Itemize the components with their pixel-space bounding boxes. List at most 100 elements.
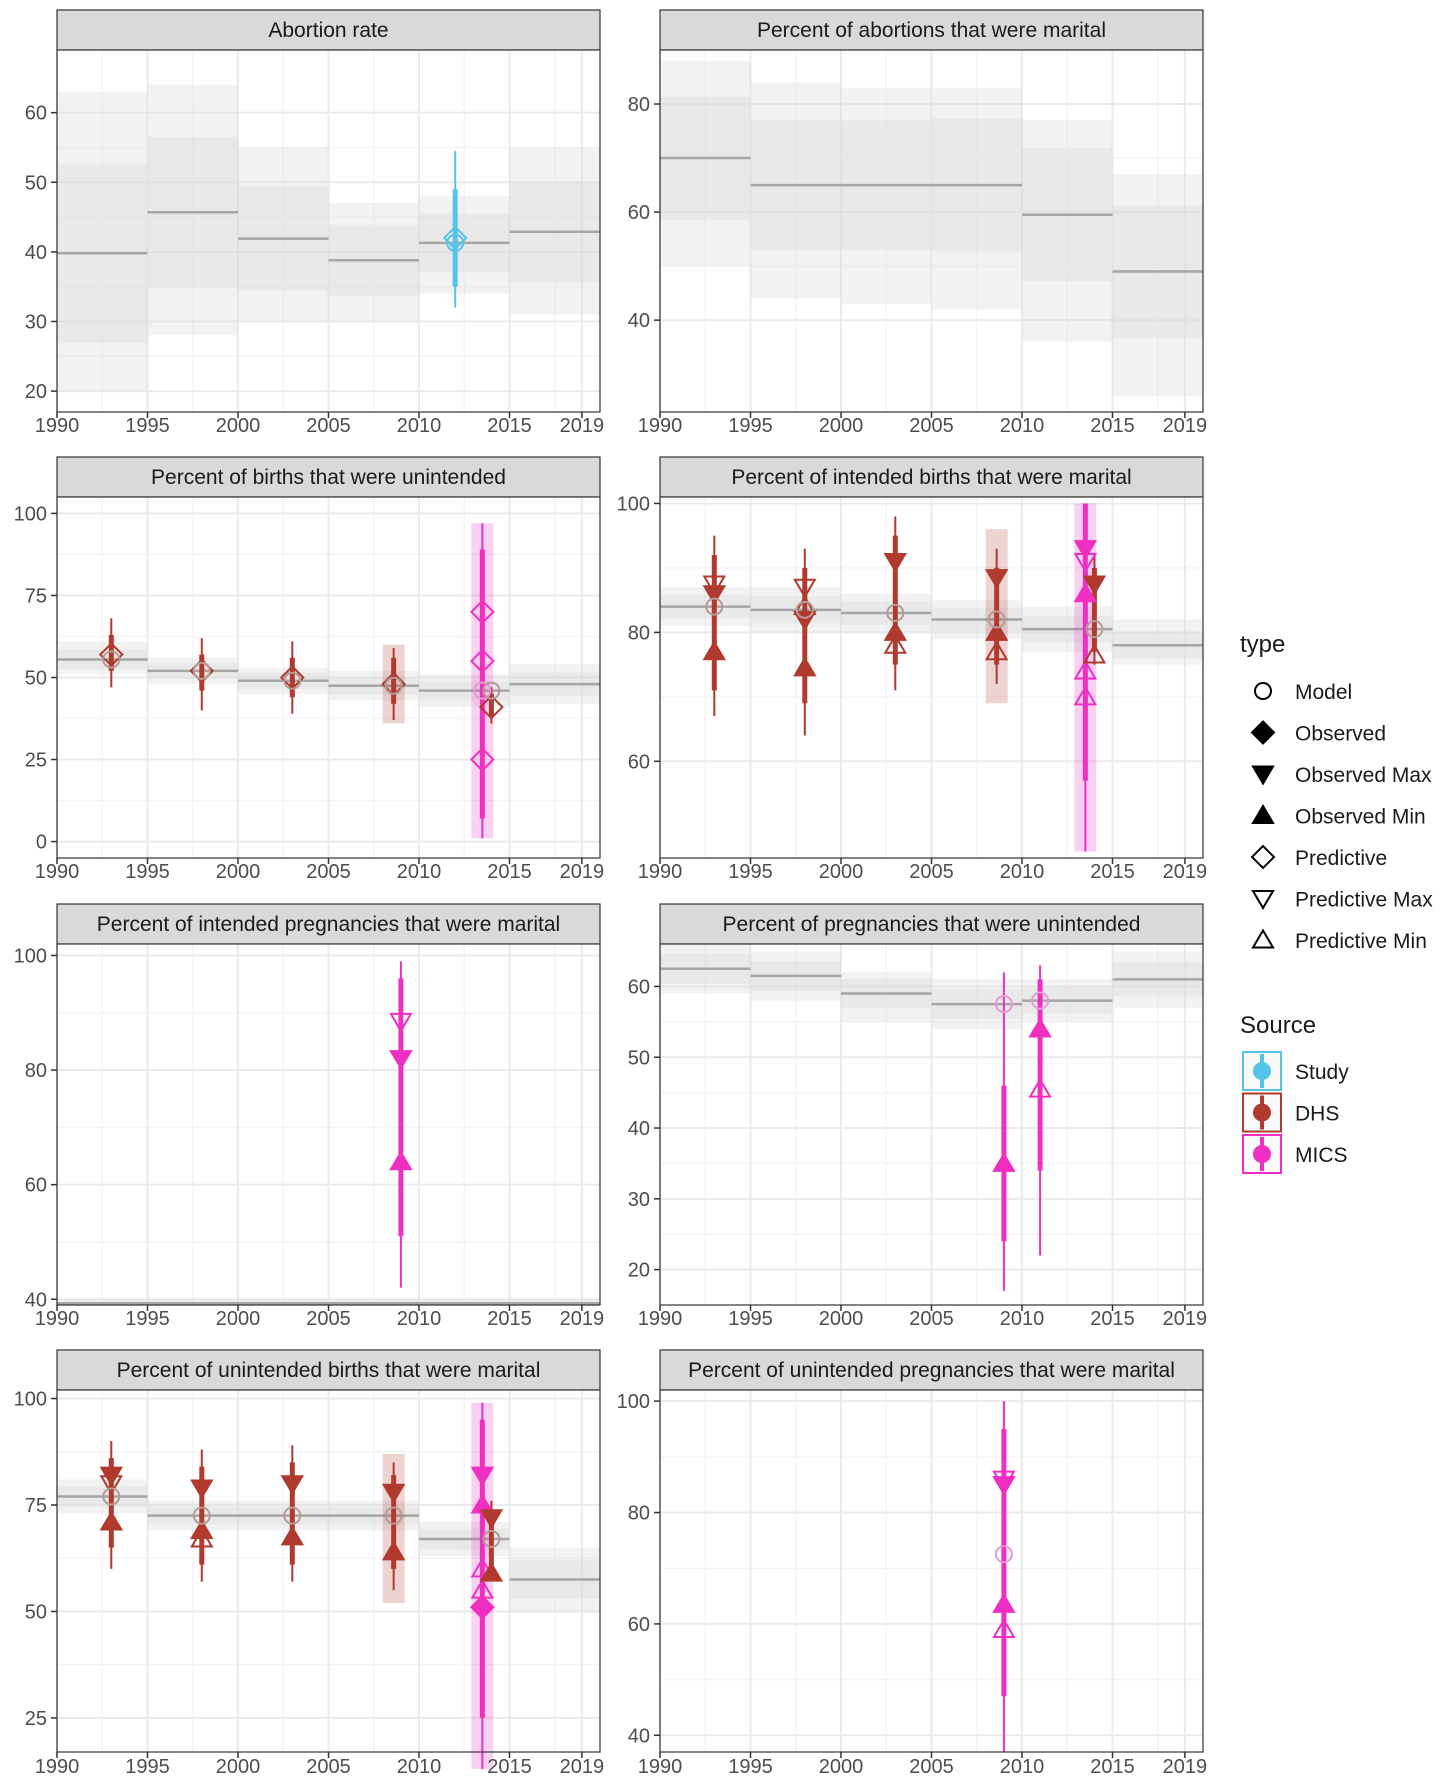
y-tick-label: 25 (25, 1708, 47, 1730)
x-tick-label: 2000 (216, 415, 261, 437)
y-tick-label: 100 (14, 503, 47, 525)
legend-key-triangle-up-filled-icon (1251, 804, 1275, 824)
x-tick-label: 2000 (819, 1308, 864, 1330)
legend-key-circle-open-icon (1254, 682, 1272, 700)
data-point (883, 552, 908, 573)
panel-strip (56, 903, 601, 945)
data-point (1031, 991, 1050, 1010)
legend-type-label: Model (1295, 681, 1352, 704)
data-point (389, 1012, 413, 1033)
legend-type-label: Predictive Max (1295, 889, 1433, 912)
x-tick-label: 1990 (35, 1756, 80, 1778)
x-tick-label: 2019 (1163, 861, 1208, 883)
model-band (147, 84, 238, 336)
data-point (1082, 643, 1107, 664)
panel-strip (56, 456, 601, 498)
data-point (992, 1151, 1016, 1172)
y-tick-label: 100 (14, 1389, 47, 1411)
x-tick-label: 2000 (819, 415, 864, 437)
panel-title: Percent of intended births that were mar… (731, 466, 1131, 489)
legend-key-dot-icon (1253, 1103, 1271, 1122)
data-point (886, 604, 905, 623)
x-tick-label: 2000 (819, 861, 864, 883)
data-point (702, 575, 727, 596)
y-tick-label: 100 (617, 493, 650, 515)
data-point (984, 640, 1009, 661)
model-band (750, 82, 841, 299)
model-band (1112, 619, 1203, 665)
data-point (283, 1506, 302, 1525)
panel-strip (659, 9, 1204, 51)
model-band (238, 147, 329, 322)
x-tick-label: 1990 (35, 415, 80, 437)
data-point (994, 1545, 1013, 1564)
legend-type-item: Observed Min (1251, 804, 1426, 829)
data-point (479, 1509, 504, 1530)
data-point (98, 642, 124, 667)
x-tick-label: 1995 (125, 415, 170, 437)
x-tick-label: 2005 (909, 861, 954, 883)
legend-source-label: DHS (1295, 1103, 1339, 1126)
legend-key-triangle-down-open-icon (1251, 890, 1275, 910)
panel-title: Percent of pregnancies that were uninten… (723, 913, 1141, 936)
panel-strip (659, 1349, 1204, 1391)
x-tick-label: 2010 (397, 861, 442, 883)
x-tick-label: 2015 (1090, 415, 1135, 437)
data-point (1082, 575, 1107, 596)
x-tick-label: 2019 (1163, 415, 1208, 437)
x-tick-label: 2005 (909, 1756, 954, 1778)
panel-strip (56, 1349, 601, 1391)
data-point (280, 1525, 305, 1546)
y-tick-label: 60 (628, 202, 650, 224)
data-point (795, 600, 814, 619)
y-tick-label: 40 (628, 1725, 650, 1747)
x-tick-label: 2010 (1000, 861, 1045, 883)
x-tick-label: 2005 (909, 1308, 954, 1330)
x-tick-label: 2015 (487, 415, 532, 437)
x-tick-label: 2010 (1000, 415, 1045, 437)
x-tick-label: 2005 (306, 861, 351, 883)
data-point (1073, 685, 1098, 706)
legend-source-label: MICS (1295, 1144, 1348, 1167)
legend-type-label: Predictive Min (1295, 930, 1427, 953)
y-tick-label: 0 (36, 832, 47, 854)
legend-type-item: Predictive Min (1251, 928, 1427, 953)
legend-source-item: MICS (1242, 1134, 1348, 1174)
x-tick-label: 2005 (306, 1308, 351, 1330)
panel: Percent of unintended pregnancies that w… (617, 1349, 1207, 1778)
y-tick-label: 60 (25, 103, 47, 125)
data-point (192, 661, 211, 680)
data-point (1073, 540, 1098, 561)
legend-key-diamond-filled-icon (1250, 720, 1276, 745)
x-tick-label: 2000 (216, 1756, 261, 1778)
legend-type-label: Observed Max (1295, 764, 1432, 787)
panel: Percent of unintended births that were m… (14, 1349, 604, 1778)
legend-type-label: Observed (1295, 723, 1386, 746)
data-point (984, 620, 1009, 641)
y-tick-label: 80 (628, 1503, 650, 1525)
x-tick-label: 1990 (638, 861, 683, 883)
data-point (190, 1479, 214, 1500)
y-tick-label: 30 (628, 1189, 650, 1211)
data-point (994, 995, 1013, 1014)
data-point (992, 1592, 1016, 1613)
legend-type-label: Predictive (1295, 847, 1387, 870)
x-tick-label: 2010 (397, 415, 442, 437)
x-tick-label: 1995 (125, 1756, 170, 1778)
x-tick-label: 1990 (638, 1308, 683, 1330)
panel: Abortion rate 20 30 40 50 60 1990 1995 2000 2005 2… (25, 9, 604, 437)
panel-strip (56, 9, 601, 51)
model-band (419, 196, 510, 294)
legend-source-label: Study (1295, 1061, 1349, 1084)
y-tick-label: 60 (628, 751, 650, 773)
x-tick-label: 2010 (397, 1308, 442, 1330)
panel-title: Abortion rate (268, 19, 388, 42)
data-point (987, 610, 1006, 629)
y-tick-label: 40 (628, 1118, 650, 1140)
y-tick-label: 60 (25, 1175, 47, 1197)
data-point (1085, 620, 1104, 639)
data-point (389, 1150, 413, 1171)
data-point (470, 1557, 495, 1578)
legend-type-item: Predictive (1250, 844, 1387, 870)
